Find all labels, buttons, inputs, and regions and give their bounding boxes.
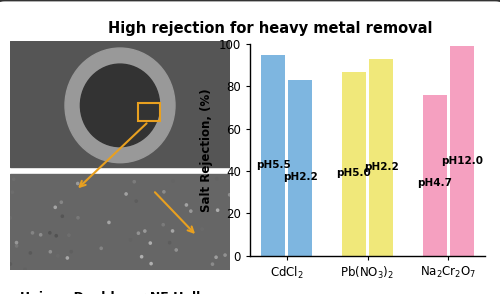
Text: pH5.0: pH5.0 <box>336 168 372 178</box>
Circle shape <box>200 266 202 268</box>
Circle shape <box>86 243 88 245</box>
Circle shape <box>194 205 196 207</box>
Text: pH2.2: pH2.2 <box>364 162 398 172</box>
Bar <box>368 59 394 256</box>
Circle shape <box>141 200 144 202</box>
Circle shape <box>35 252 37 254</box>
Circle shape <box>213 179 216 181</box>
Text: pH12.0: pH12.0 <box>441 156 483 166</box>
Circle shape <box>100 218 103 221</box>
Bar <box>422 95 447 256</box>
Circle shape <box>28 215 30 218</box>
Bar <box>138 103 160 121</box>
Circle shape <box>198 261 200 263</box>
Circle shape <box>43 246 46 248</box>
Circle shape <box>34 234 36 237</box>
Circle shape <box>120 226 122 228</box>
Circle shape <box>87 253 89 256</box>
Circle shape <box>214 192 216 195</box>
Circle shape <box>65 48 175 163</box>
Circle shape <box>159 210 162 212</box>
Y-axis label: Salt Rejection, (%): Salt Rejection, (%) <box>200 88 213 212</box>
Circle shape <box>159 217 161 219</box>
Text: pH4.7: pH4.7 <box>418 178 452 188</box>
Circle shape <box>190 190 192 192</box>
Bar <box>288 80 312 256</box>
Circle shape <box>80 64 160 147</box>
Circle shape <box>196 269 198 271</box>
Circle shape <box>187 205 189 207</box>
Circle shape <box>226 198 228 200</box>
Text: pH5.5: pH5.5 <box>256 160 290 170</box>
Circle shape <box>79 242 82 244</box>
Circle shape <box>92 230 94 232</box>
Circle shape <box>12 221 14 224</box>
Circle shape <box>186 252 188 254</box>
Circle shape <box>213 215 216 218</box>
Circle shape <box>158 204 161 206</box>
Circle shape <box>179 239 182 242</box>
Circle shape <box>88 244 91 246</box>
Circle shape <box>38 268 40 270</box>
Text: Unique Dual-layer NF Hollow
Fiber Membrane(PBI-PES): Unique Dual-layer NF Hollow Fiber Membra… <box>20 291 220 294</box>
Bar <box>10 41 230 167</box>
Circle shape <box>175 251 177 253</box>
Circle shape <box>16 176 18 179</box>
Circle shape <box>117 181 119 184</box>
Circle shape <box>160 188 163 191</box>
Circle shape <box>180 215 182 218</box>
Circle shape <box>60 186 62 188</box>
Circle shape <box>112 267 115 269</box>
Circle shape <box>165 215 168 217</box>
Circle shape <box>115 260 117 262</box>
Circle shape <box>22 203 24 205</box>
Circle shape <box>128 238 130 240</box>
Circle shape <box>159 197 162 199</box>
Bar <box>342 72 366 256</box>
Circle shape <box>162 213 164 216</box>
Circle shape <box>54 250 56 252</box>
Bar <box>10 174 230 270</box>
Circle shape <box>181 220 183 222</box>
Circle shape <box>24 238 27 240</box>
Bar <box>450 46 474 256</box>
Circle shape <box>17 229 19 231</box>
Text: High rejection for heavy metal removal: High rejection for heavy metal removal <box>108 21 432 36</box>
Text: pH2.2: pH2.2 <box>283 172 318 182</box>
Circle shape <box>131 222 134 225</box>
Circle shape <box>168 243 170 245</box>
Bar <box>260 55 285 256</box>
Circle shape <box>58 252 61 254</box>
Circle shape <box>203 183 205 186</box>
